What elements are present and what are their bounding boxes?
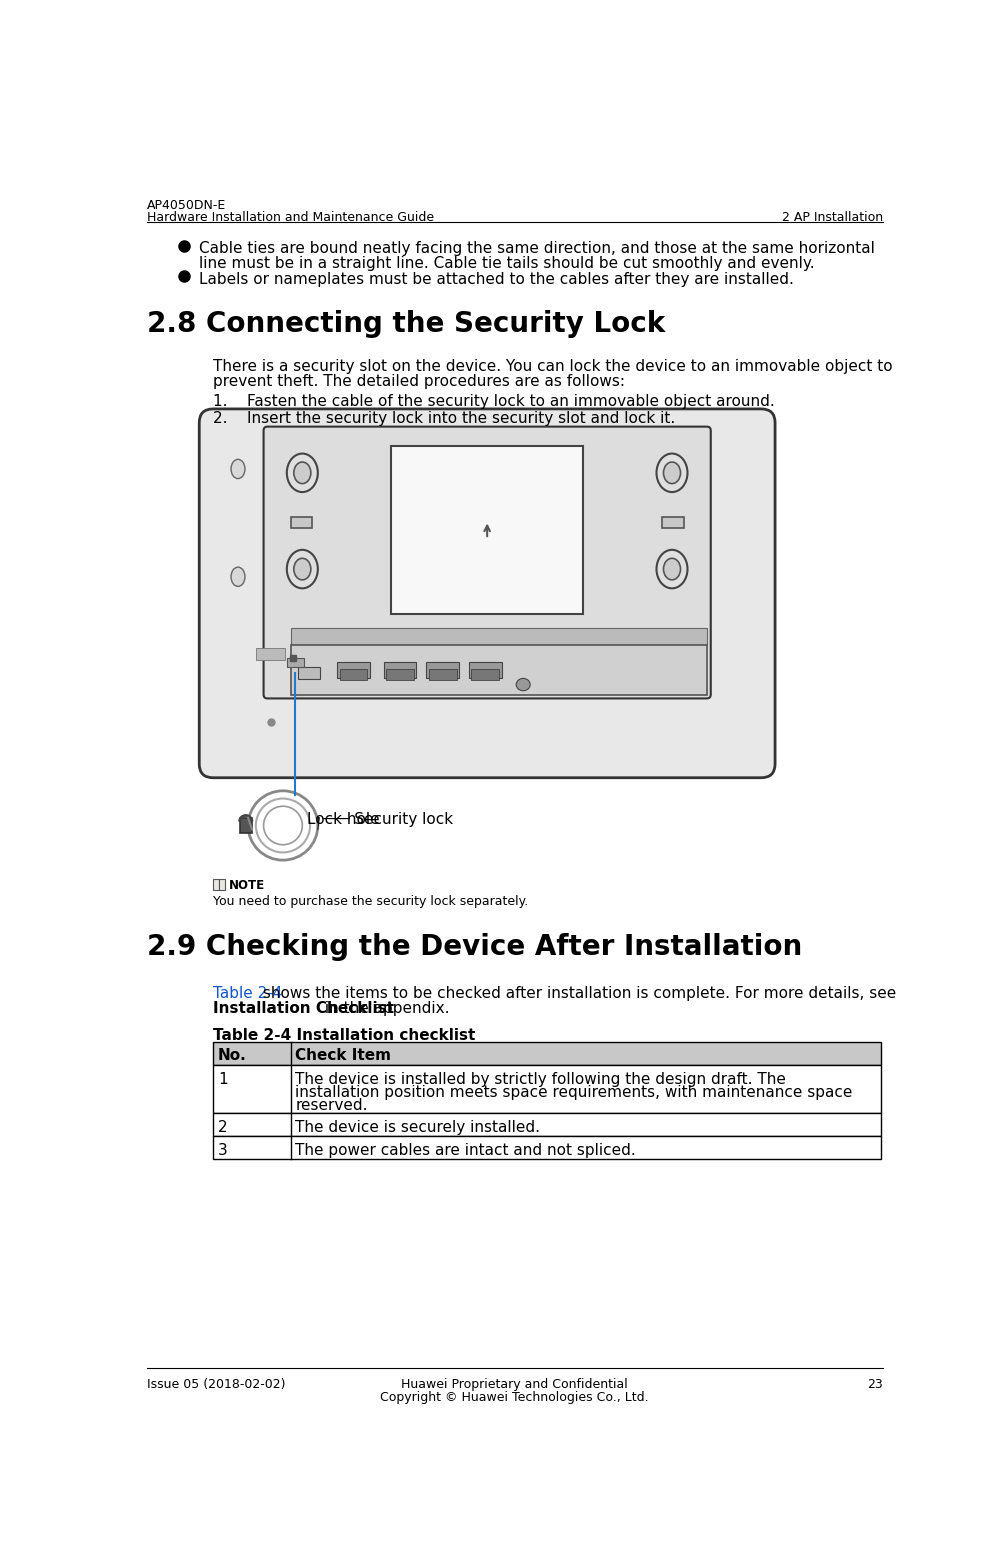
Text: You need to purchase the security lock separately.: You need to purchase the security lock s… (213, 894, 529, 908)
Bar (213, 1113, 881, 1135)
Text: 2 AP Installation: 2 AP Installation (782, 211, 882, 224)
Text: Huawei Proprietary and Confidential: Huawei Proprietary and Confidential (401, 1378, 628, 1391)
Text: There is a security slot on the device. You can lock the device to an immovable : There is a security slot on the device. … (213, 359, 892, 374)
Text: 2: 2 (218, 1120, 227, 1135)
Text: 2.    Insert the security lock into the security slot and lock it.: 2. Insert the security lock into the sec… (213, 412, 675, 426)
Text: Table 2-4: Table 2-4 (213, 985, 282, 1001)
Bar (213, 1135, 881, 1159)
Ellipse shape (663, 559, 680, 579)
Ellipse shape (231, 567, 245, 586)
Bar (213, 1065, 881, 1113)
Bar (239, 817, 252, 833)
Bar (469, 662, 501, 678)
Text: 3: 3 (218, 1143, 227, 1157)
Bar (290, 628, 707, 645)
Text: No.: No. (218, 1048, 246, 1063)
Ellipse shape (286, 454, 318, 492)
Text: ─── Security lock: ─── Security lock (322, 811, 453, 827)
Ellipse shape (293, 462, 311, 484)
Bar (340, 669, 368, 680)
Bar (213, 880, 219, 889)
Text: 2.9 Checking the Device After Installation: 2.9 Checking the Device After Installati… (148, 933, 803, 962)
Ellipse shape (286, 550, 318, 589)
Text: Check Item: Check Item (295, 1048, 391, 1063)
Text: Table 2-4 Installation checklist: Table 2-4 Installation checklist (213, 1027, 475, 1043)
Text: NOTE: NOTE (229, 880, 265, 893)
Ellipse shape (656, 454, 687, 492)
Bar (213, 1041, 881, 1065)
Bar (213, 1041, 881, 1065)
Bar (286, 658, 304, 667)
Text: Issue 05 (2018-02-02): Issue 05 (2018-02-02) (148, 1378, 285, 1391)
Text: 1.    Fasten the cable of the security lock to an immovable object around.: 1. Fasten the cable of the security lock… (213, 395, 775, 409)
Ellipse shape (293, 559, 311, 579)
Bar (662, 517, 683, 528)
Bar (392, 446, 583, 614)
Text: Installation Checklist: Installation Checklist (213, 1001, 394, 1016)
Text: The device is securely installed.: The device is securely installed. (295, 1120, 541, 1135)
Bar (290, 645, 707, 695)
Bar (384, 662, 416, 678)
Bar (471, 669, 499, 680)
Text: line must be in a straight line. Cable tie tails should be cut smoothly and even: line must be in a straight line. Cable t… (199, 257, 815, 271)
Text: The power cables are intact and not spliced.: The power cables are intact and not spli… (295, 1143, 636, 1157)
FancyBboxPatch shape (263, 426, 711, 698)
Text: 1: 1 (218, 1071, 227, 1087)
Text: Lock hole: Lock hole (307, 811, 380, 827)
Text: Hardware Installation and Maintenance Guide: Hardware Installation and Maintenance Gu… (148, 211, 434, 224)
Ellipse shape (656, 550, 687, 589)
Text: in the appendix.: in the appendix. (321, 1001, 449, 1016)
Text: Labels or nameplates must be attached to the cables after they are installed.: Labels or nameplates must be attached to… (199, 272, 794, 287)
Text: AP4050DN-E: AP4050DN-E (148, 199, 226, 211)
Bar (298, 667, 321, 680)
Text: shows the items to be checked after installation is complete. For more details, : shows the items to be checked after inst… (258, 985, 896, 1001)
Bar (338, 662, 370, 678)
Bar (219, 880, 225, 889)
Text: Copyright © Huawei Technologies Co., Ltd.: Copyright © Huawei Technologies Co., Ltd… (380, 1391, 649, 1403)
Bar (256, 648, 285, 659)
Bar (386, 669, 414, 680)
Ellipse shape (231, 459, 245, 479)
Bar (426, 662, 459, 678)
Ellipse shape (663, 462, 680, 484)
Text: reserved.: reserved. (295, 1098, 368, 1113)
Text: The device is installed by strictly following the design draft. The: The device is installed by strictly foll… (295, 1071, 786, 1087)
Text: Cable ties are bound neatly facing the same direction, and those at the same hor: Cable ties are bound neatly facing the s… (199, 241, 875, 257)
Ellipse shape (517, 678, 531, 691)
Bar (290, 517, 313, 528)
Text: installation position meets space requirements, with maintenance space: installation position meets space requir… (295, 1085, 852, 1099)
Text: prevent theft. The detailed procedures are as follows:: prevent theft. The detailed procedures a… (213, 374, 625, 390)
FancyBboxPatch shape (199, 409, 775, 778)
Bar (429, 669, 456, 680)
Text: 2.8 Connecting the Security Lock: 2.8 Connecting the Security Lock (148, 310, 665, 338)
Text: 23: 23 (867, 1378, 882, 1391)
